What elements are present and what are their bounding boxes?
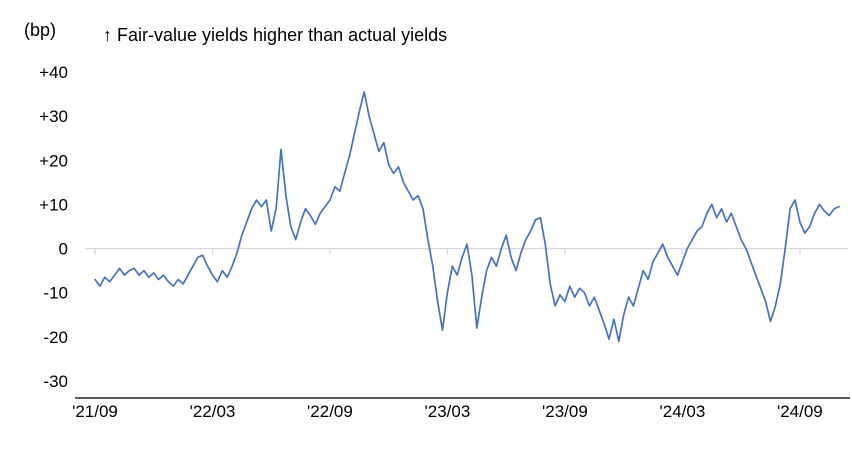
y-tick-label: +20 bbox=[39, 151, 68, 170]
y-tick-label: 0 bbox=[59, 240, 68, 259]
series-line bbox=[94, 91, 840, 343]
x-tick-label: '24/09 bbox=[777, 402, 823, 421]
x-tick-label: '24/03 bbox=[660, 402, 706, 421]
y-tick-label: +40 bbox=[39, 63, 68, 82]
x-tick-label: '21/09 bbox=[72, 402, 118, 421]
zero-tick-marks bbox=[94, 248, 801, 255]
y-tick-label: -20 bbox=[43, 328, 68, 347]
x-tick-label: '23/09 bbox=[542, 402, 588, 421]
y-axis-unit-label: (bp) bbox=[24, 20, 57, 40]
x-axis-labels: '21/09 '22/03 '22/09 '23/03 '23/09 '24/03 '24/… bbox=[72, 402, 823, 421]
y-tick-label: -30 bbox=[43, 372, 68, 391]
y-tick-label: +10 bbox=[39, 195, 68, 214]
y-tick-label: +30 bbox=[39, 107, 68, 126]
x-tick-label: '22/03 bbox=[190, 402, 236, 421]
chart-annotation: ↑ Fair-value yields higher than actual y… bbox=[103, 25, 448, 45]
y-axis-labels: +40 +30 +20 +10 0 -10 -20 -30 bbox=[39, 63, 68, 391]
y-tick-label: -10 bbox=[43, 284, 68, 303]
x-tick-label: '22/09 bbox=[307, 402, 353, 421]
x-tick-label: '23/03 bbox=[425, 402, 471, 421]
